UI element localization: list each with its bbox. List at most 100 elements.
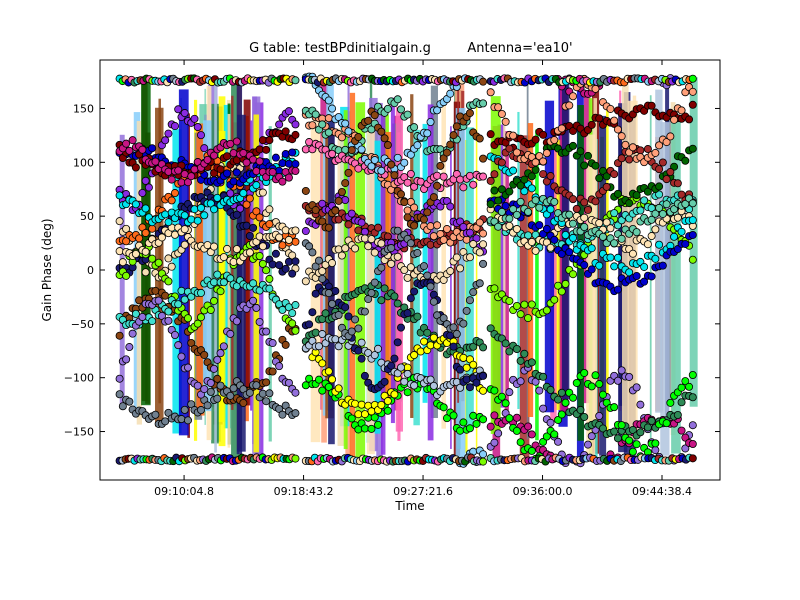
data-point <box>410 287 419 296</box>
data-point <box>580 213 589 222</box>
data-point <box>262 327 271 336</box>
data-point <box>135 296 144 305</box>
data-point <box>446 331 455 340</box>
data-point <box>539 157 548 166</box>
data-point <box>232 137 241 146</box>
data-point <box>636 400 645 409</box>
data-point <box>291 237 300 246</box>
data-point <box>390 390 399 399</box>
data-point <box>688 216 697 225</box>
data-point <box>446 140 455 149</box>
data-point <box>374 223 383 232</box>
data-point <box>148 224 157 233</box>
data-point <box>161 291 170 300</box>
phase-wrap-streak <box>475 104 478 450</box>
data-point <box>583 151 592 160</box>
data-point <box>469 342 478 351</box>
data-point <box>357 218 366 227</box>
data-point <box>138 188 147 197</box>
data-point <box>475 279 484 288</box>
data-point <box>413 248 422 257</box>
data-point <box>337 251 346 260</box>
data-point <box>662 419 671 428</box>
data-point <box>403 369 412 378</box>
data-point <box>308 308 317 317</box>
data-point <box>151 286 160 295</box>
data-point <box>516 438 525 447</box>
phase-wrap-streak <box>466 127 474 429</box>
data-point <box>314 342 323 351</box>
data-point <box>688 440 697 449</box>
data-point <box>456 426 465 435</box>
data-point <box>677 383 686 392</box>
data-point <box>583 440 592 449</box>
data-point <box>688 199 697 208</box>
data-point <box>252 167 261 176</box>
data-point <box>393 226 402 235</box>
data-point <box>423 208 432 217</box>
data-point <box>360 410 369 419</box>
data-point <box>429 333 438 342</box>
x-tick-label: 09:36:00.0 <box>513 485 573 498</box>
data-point <box>497 158 506 167</box>
data-point <box>347 327 356 336</box>
data-point <box>494 222 503 231</box>
x-axis-ticks: 09:10:04.8 09:18:43.2 09:27:21.6 09:36:00.0… <box>154 60 692 498</box>
data-point <box>354 410 363 419</box>
data-point <box>291 76 300 85</box>
data-point <box>446 89 455 98</box>
data-point <box>308 248 317 257</box>
data-point <box>557 249 566 258</box>
data-point <box>324 382 333 391</box>
data-point <box>232 168 241 177</box>
data-point <box>271 249 280 258</box>
data-point <box>613 285 622 294</box>
data-point <box>479 450 488 459</box>
data-point <box>357 400 366 409</box>
data-point <box>291 130 300 139</box>
data-point <box>331 206 340 215</box>
data-point <box>236 204 245 213</box>
data-point <box>494 429 503 438</box>
data-point <box>561 279 570 288</box>
data-point <box>258 259 267 268</box>
data-point <box>565 248 574 257</box>
data-point <box>210 151 219 160</box>
y-tick-label: 50 <box>80 210 94 223</box>
data-point <box>436 161 445 170</box>
data-point <box>651 225 660 234</box>
data-point <box>486 422 495 431</box>
data-point <box>509 166 518 175</box>
data-point <box>354 324 363 333</box>
data-point <box>255 232 264 241</box>
data-point <box>180 240 189 249</box>
data-point <box>539 437 548 446</box>
data-point <box>164 307 173 316</box>
data-point <box>505 347 514 356</box>
data-point <box>643 187 652 196</box>
data-point <box>465 424 474 433</box>
data-point <box>640 262 649 271</box>
data-point <box>469 288 478 297</box>
data-point <box>219 278 228 287</box>
data-point <box>479 259 488 268</box>
data-point <box>177 286 186 295</box>
chart-antenna-label: Antenna='ea10' <box>467 41 572 56</box>
data-point <box>331 287 340 296</box>
data-point <box>413 312 422 321</box>
data-point <box>406 169 415 178</box>
data-point <box>318 274 327 283</box>
data-point <box>397 323 406 332</box>
data-point <box>681 239 690 248</box>
data-point <box>383 104 392 113</box>
data-point <box>380 377 389 386</box>
data-point <box>383 406 392 415</box>
data-point <box>268 260 277 269</box>
data-point <box>138 312 147 321</box>
data-point <box>144 183 153 192</box>
data-point <box>197 313 206 322</box>
data-point <box>223 169 232 178</box>
data-point <box>535 152 544 161</box>
data-point <box>602 182 611 191</box>
data-point <box>177 415 186 424</box>
